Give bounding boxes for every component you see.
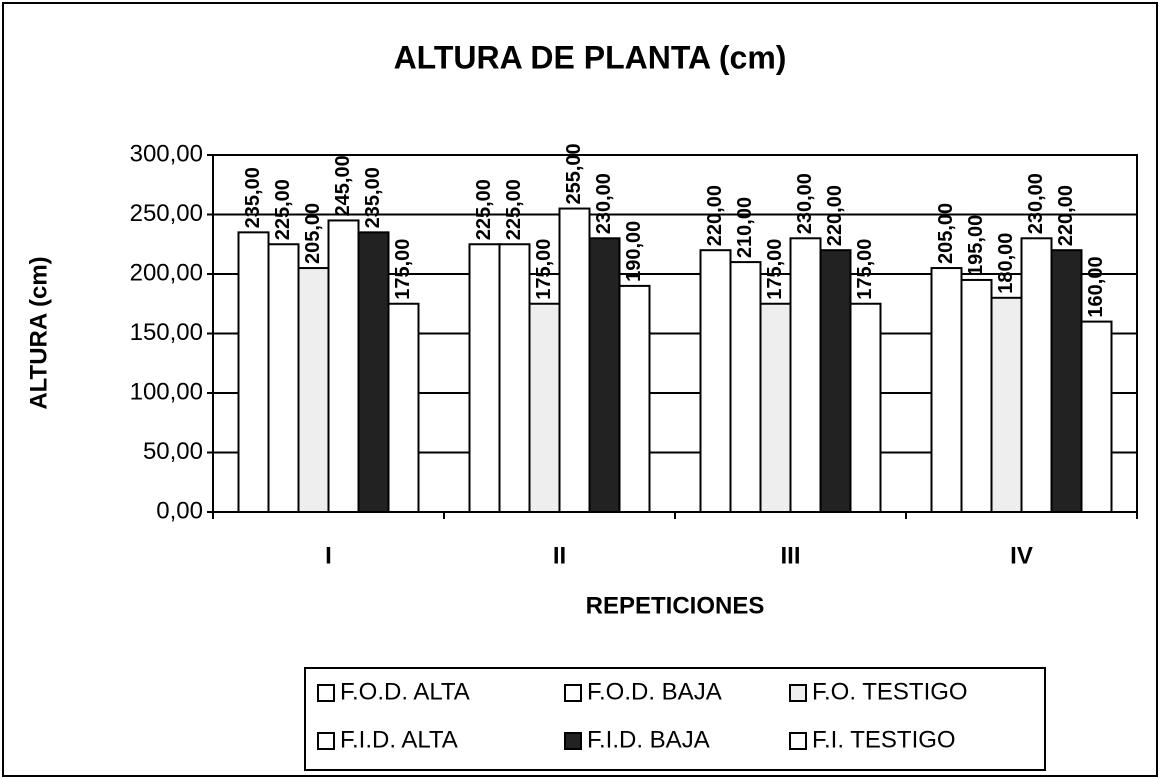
bar bbox=[960, 278, 993, 514]
value-label: 245,00 bbox=[332, 155, 354, 216]
legend-swatch bbox=[789, 684, 807, 702]
bar bbox=[819, 249, 852, 513]
y-axis-label: ALTURA (cm) bbox=[25, 256, 52, 409]
legend-label: F.O.D. ALTA bbox=[340, 678, 470, 705]
x-tick-label: II bbox=[553, 542, 566, 569]
bar bbox=[1050, 249, 1083, 513]
chart-title: ALTURA DE PLANTA (cm) bbox=[394, 39, 787, 75]
legend-swatch bbox=[789, 732, 807, 750]
bar bbox=[558, 207, 591, 514]
legend-label: F.O. TESTIGO bbox=[812, 678, 968, 705]
value-label: 175,00 bbox=[854, 239, 876, 300]
value-label: 225,00 bbox=[503, 179, 525, 240]
bar bbox=[930, 267, 963, 513]
value-label: 205,00 bbox=[302, 203, 324, 264]
bar bbox=[357, 231, 390, 513]
value-label: 220,00 bbox=[1055, 185, 1077, 246]
y-tick-label: 250,00 bbox=[130, 200, 203, 227]
legend-label: F.I. TESTIGO bbox=[812, 726, 956, 753]
value-label: 205,00 bbox=[935, 203, 957, 264]
bar bbox=[789, 237, 822, 514]
bar bbox=[468, 243, 501, 513]
bar bbox=[327, 219, 360, 513]
x-tick-label: I bbox=[325, 542, 332, 569]
bar bbox=[528, 302, 561, 513]
bar bbox=[498, 243, 531, 513]
value-label: 225,00 bbox=[272, 179, 294, 240]
y-tick-label: 100,00 bbox=[130, 378, 203, 405]
legend-label: F.I.D. ALTA bbox=[340, 726, 458, 753]
bar bbox=[387, 302, 420, 513]
value-label: 230,00 bbox=[794, 173, 816, 234]
bar bbox=[237, 231, 270, 513]
bar bbox=[699, 249, 732, 513]
value-label: 220,00 bbox=[704, 185, 726, 246]
legend-box bbox=[304, 667, 1046, 771]
bar bbox=[588, 237, 621, 514]
x-axis-label: REPETICIONES bbox=[586, 592, 765, 619]
x-tick-label: III bbox=[780, 542, 800, 569]
legend-label: F.O.D. BAJA bbox=[587, 678, 722, 705]
bar bbox=[759, 302, 792, 513]
value-label: 230,00 bbox=[593, 173, 615, 234]
x-tick-label: IV bbox=[1010, 542, 1033, 569]
legend-label: F.I.D. BAJA bbox=[587, 726, 710, 753]
legend-swatch bbox=[564, 732, 582, 750]
bar bbox=[618, 284, 651, 513]
value-label: 175,00 bbox=[764, 239, 786, 300]
y-tick-label: 300,00 bbox=[130, 140, 203, 167]
value-label: 235,00 bbox=[362, 167, 384, 228]
value-label: 175,00 bbox=[533, 239, 555, 300]
value-label: 255,00 bbox=[563, 143, 585, 204]
bar bbox=[990, 296, 1023, 513]
y-tick-label: 50,00 bbox=[143, 438, 203, 465]
value-label: 180,00 bbox=[995, 233, 1017, 294]
value-label: 190,00 bbox=[623, 221, 645, 282]
legend-swatch bbox=[317, 732, 335, 750]
bar bbox=[297, 267, 330, 513]
value-label: 220,00 bbox=[824, 185, 846, 246]
value-label: 225,00 bbox=[473, 179, 495, 240]
value-label: 160,00 bbox=[1085, 256, 1107, 317]
y-tick-label: 150,00 bbox=[130, 319, 203, 346]
value-label: 210,00 bbox=[734, 197, 756, 258]
value-label: 175,00 bbox=[392, 239, 414, 300]
value-label: 235,00 bbox=[242, 167, 264, 228]
value-label: 230,00 bbox=[1025, 173, 1047, 234]
bar bbox=[1080, 320, 1113, 513]
legend-swatch bbox=[317, 684, 335, 702]
bar bbox=[1020, 237, 1053, 514]
bar bbox=[849, 302, 882, 513]
legend-swatch bbox=[564, 684, 582, 702]
y-tick-label: 200,00 bbox=[130, 259, 203, 286]
bar bbox=[267, 243, 300, 513]
value-label: 195,00 bbox=[965, 215, 987, 276]
bar bbox=[729, 261, 762, 513]
y-tick-label: 0,00 bbox=[156, 497, 203, 524]
